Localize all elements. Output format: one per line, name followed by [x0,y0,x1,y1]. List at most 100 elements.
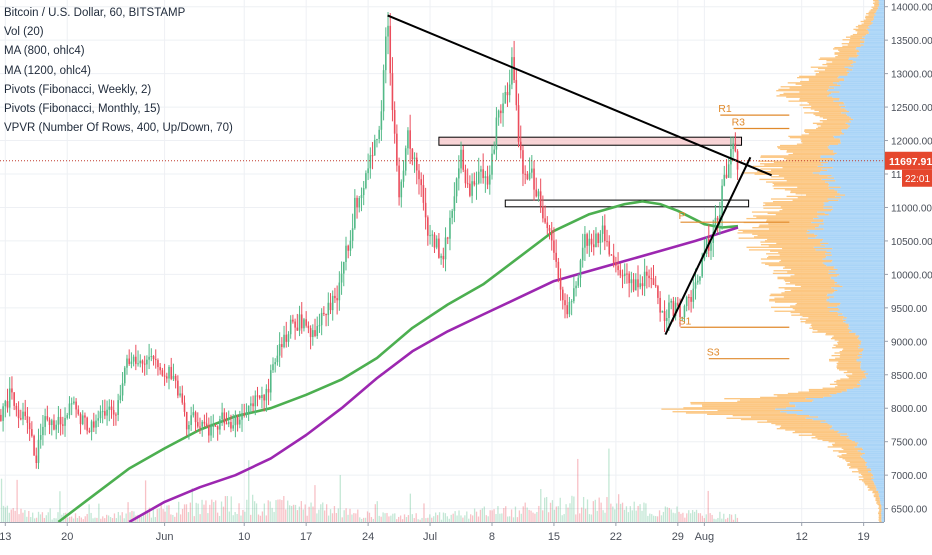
vp-row-down [775,424,830,426]
chart-title[interactable]: Bitcoin / U.S. Dollar, 60, BITSTAMP [4,7,186,19]
candle-body [358,198,361,208]
volume-bar [483,506,485,522]
volume-bar [633,501,635,522]
volume-bar [690,513,692,522]
volume-bar [429,514,431,522]
vp-row-up [881,507,884,509]
volume-bar [285,509,287,522]
volume-bar [318,509,320,522]
candle-body [400,181,403,198]
vp-row-down [855,26,869,28]
volume-bar [349,508,351,522]
vp-row-up [834,153,884,156]
vp-row-up [832,82,884,84]
vp-row-down [788,100,834,102]
vp-row-down [878,518,882,520]
vp-row-down [840,378,863,380]
vp-row-up [858,347,884,349]
candle-body [234,417,237,426]
time-axis[interactable]: 13 20 Jun 10 17 24 Jul 8 15 22 29 Aug 12 19 [0,522,884,543]
candle-body [528,172,531,180]
candle-body [90,421,93,433]
time-tick-label: 19 [858,531,870,543]
candle-body [81,415,84,425]
candle-body [586,234,588,246]
vp-row-down [822,117,852,119]
vp-row-up [839,97,884,100]
candle-body [75,401,77,410]
vp-row-up [846,70,884,72]
vp-row-up [841,112,884,114]
indicator-ma-1200[interactable]: MA (1200, ohlc4) [4,64,91,77]
candle-body [110,406,113,410]
price-axis[interactable]: 6500.007000.007500.008000.008500.009000.… [884,0,932,522]
candle-body [570,301,573,303]
vp-row-down [865,484,875,486]
vp-row-up [878,2,884,4]
indicator-volume[interactable]: Vol (20) [4,26,44,39]
candle-body [553,240,555,253]
vp-row-up [837,83,884,85]
candle-body [398,165,400,198]
volume-bar [129,512,131,522]
candle-body [22,411,24,420]
vp-row-up [870,468,884,470]
vp-row-up [873,477,884,479]
volume-bar [255,503,258,522]
candle-body [307,325,310,329]
volume-bar [417,519,419,522]
vp-row-up [834,189,884,191]
volume-bar [224,496,227,522]
candle-body [378,129,380,140]
indicator-vpvr[interactable]: VPVR (Number Of Rows, 400, Up/Down, 70) [4,122,233,135]
vp-row-down [765,203,825,205]
vp-row-up [835,271,884,273]
candle-body [473,181,476,185]
candle-body [688,296,690,298]
vp-row-down [834,386,860,388]
vp-row-up [847,123,884,126]
vp-row-up [845,105,884,108]
volume-bar [232,515,234,522]
vp-row-up [815,249,884,251]
vp-row-up [829,301,884,303]
candle-body [734,143,737,152]
vp-row-down [805,319,846,322]
volume-bar [625,506,628,522]
vp-row-up [879,497,884,499]
candle-body [115,414,117,416]
vp-row-down [873,494,879,496]
vp-row-up [865,463,884,465]
vp-row-up [863,448,884,451]
volume-bar [289,505,291,522]
vp-row-up [840,139,884,141]
vp-row-down [782,208,833,211]
candle-body [334,295,336,299]
vp-row-up [852,69,884,71]
indicator-ma-800[interactable]: MA (800, ohlc4) [4,45,85,58]
candle-body [619,270,622,276]
candle-body [716,217,719,221]
vp-row-down [867,485,876,487]
vp-row-down [878,507,882,509]
candle-body [504,92,507,104]
vp-row-up [823,219,884,221]
volume-bar [59,491,61,522]
vp-row-up [847,114,884,117]
vp-row-up [832,167,884,169]
volume-bar [588,514,591,522]
indicator-pivots-monthly[interactable]: Pivots (Fibonacci, Monthly, 15) [4,103,161,116]
indicator-pivots-weekly[interactable]: Pivots (Fibonacci, Weekly, 2) [4,83,152,96]
vp-row-down [752,227,816,229]
vp-row-down [789,137,835,139]
vp-row-up [819,160,884,162]
trendlines[interactable] [387,14,773,336]
vp-row-up [805,398,884,400]
candle-body [475,183,478,185]
vp-row-up [837,76,884,79]
vp-row-up [822,262,884,264]
vp-row-down [832,445,858,447]
volume-bar [335,513,338,522]
